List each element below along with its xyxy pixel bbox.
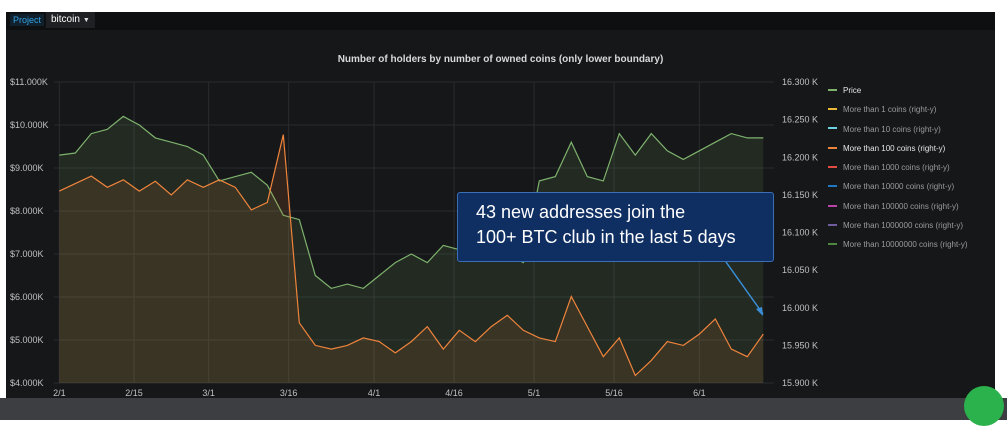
legend-label: More than 100000 coins (right-y) (843, 201, 959, 211)
legend-item[interactable]: More than 1 coins (right-y) (828, 105, 993, 124)
legend-label: More than 10000 coins (right-y) (843, 182, 955, 192)
y-right-tick-label: 16.050 K (782, 265, 818, 275)
legend-label: More than 1000 coins (right-y) (843, 163, 950, 173)
legend-swatch (828, 243, 837, 246)
callout-arrow-head-icon (756, 307, 763, 316)
callout-arrow-line (725, 261, 764, 315)
y-left-tick-label: $8.000K (10, 206, 44, 216)
project-dropdown-value: bitcoin (51, 14, 80, 25)
y-left-tick-label: $6.000K (10, 292, 44, 302)
legend-swatch (828, 166, 837, 169)
chart-title: Number of holders by number of owned coi… (337, 54, 664, 65)
legend-swatch (828, 185, 837, 188)
series-line (59, 134, 764, 377)
legend-swatch (828, 127, 837, 130)
x-tick-label: 4/16 (445, 388, 463, 398)
chevron-down-icon: ▼ (82, 17, 90, 24)
y-left-tick-label: $4.000K (10, 378, 44, 388)
y-right-tick-label: 15.950 K (782, 340, 818, 350)
x-tick-label: 5/16 (605, 388, 623, 398)
x-tick-label: 5/1 (528, 388, 541, 398)
y-left-tick-label: $9.000K (10, 163, 44, 173)
x-tick-label: 3/1 (202, 388, 215, 398)
legend-label: Price (843, 86, 862, 95)
legend-item[interactable]: More than 1000000 coins (right-y) (828, 221, 993, 240)
bottom-bar (0, 398, 1007, 420)
legend-item[interactable]: More than 10 coins (right-y) (828, 125, 993, 144)
x-tick-label: 2/1 (53, 388, 66, 398)
y-left-tick-label: $11.000K (10, 77, 48, 87)
y-right-tick-label: 16.250 K (782, 115, 818, 125)
series-area (59, 134, 764, 383)
series-line (59, 115, 764, 290)
legend-item[interactable]: More than 100000 coins (right-y) (828, 202, 993, 221)
legend-label: More than 10000000 coins (right-y) (843, 240, 968, 250)
legend-item[interactable]: More than 10000000 coins (right-y) (828, 240, 993, 259)
y-left-tick-label: $7.000K (10, 249, 44, 259)
y-left-tick-label: $5.000K (10, 335, 44, 345)
legend-item[interactable]: More than 100 coins (right-y) (828, 144, 993, 163)
y-right-tick-label: 16.150 K (782, 190, 818, 200)
chat-widget-icon[interactable] (964, 386, 1004, 426)
x-tick-label: 4/1 (368, 388, 381, 398)
callout-line-1: 43 new addresses join the (476, 202, 686, 222)
y-right-tick-label: 16.200 K (782, 152, 818, 162)
y-right-tick-label: 16.000 K (782, 303, 818, 313)
legend-label: More than 1000000 coins (right-y) (843, 221, 964, 231)
project-label: Project (10, 14, 45, 26)
legend-swatch (828, 146, 837, 149)
legend-swatch (828, 223, 837, 226)
x-tick-label: 3/16 (280, 388, 298, 398)
callout-line-2: 100+ BTC club in the last 5 days (476, 227, 736, 247)
legend-label: More than 100 coins (right-y) (843, 143, 946, 153)
annotation-callout: 43 new addresses join the 100+ BTC club … (457, 192, 774, 262)
series-area (59, 116, 764, 384)
legend-item[interactable]: Price (828, 86, 993, 105)
legend-swatch (828, 108, 837, 111)
legend-item[interactable]: More than 1000 coins (right-y) (828, 163, 993, 182)
chart-panel: Project bitcoin ▼ Number of holders by nu… (6, 12, 995, 398)
project-dropdown[interactable]: bitcoin ▼ (46, 12, 95, 28)
y-right-tick-label: 16.300 K (782, 77, 818, 87)
legend-swatch (828, 88, 837, 91)
y-left-tick-label: $10.000K (10, 120, 49, 130)
top-toolbar: Project bitcoin ▼ (6, 12, 995, 30)
y-right-tick-label: 15.900 K (782, 378, 818, 388)
x-tick-label: 6/1 (693, 388, 706, 398)
legend: Price More than 1 coins (right-y) More tha… (828, 86, 993, 260)
legend-label: More than 10 coins (right-y) (843, 124, 941, 134)
legend-label: More than 1 coins (right-y) (843, 105, 937, 115)
legend-swatch (828, 204, 837, 207)
y-right-tick-label: 16.100 K (782, 228, 818, 238)
legend-item[interactable]: More than 10000 coins (right-y) (828, 182, 993, 201)
x-tick-label: 2/15 (125, 388, 143, 398)
